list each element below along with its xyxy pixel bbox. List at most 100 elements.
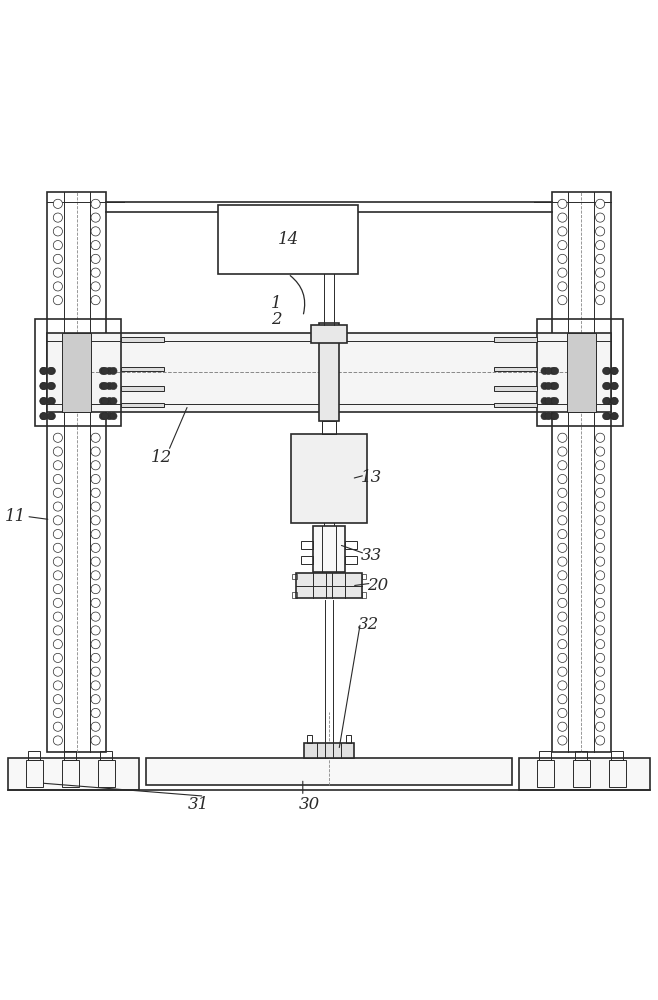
Circle shape	[558, 695, 567, 704]
Circle shape	[91, 681, 100, 690]
Text: 32: 32	[358, 616, 379, 633]
Bar	[540, 751, 551, 760]
Circle shape	[558, 461, 567, 470]
Text: 33: 33	[361, 547, 382, 564]
Circle shape	[53, 543, 63, 552]
Text: 12: 12	[151, 449, 172, 466]
Circle shape	[53, 653, 63, 662]
Circle shape	[47, 397, 54, 405]
Circle shape	[53, 227, 63, 236]
Circle shape	[53, 213, 63, 222]
Circle shape	[106, 382, 113, 390]
Circle shape	[595, 708, 605, 718]
Bar	[63, 333, 91, 412]
Circle shape	[40, 413, 47, 420]
Circle shape	[549, 367, 557, 375]
Circle shape	[595, 516, 605, 525]
Circle shape	[53, 640, 63, 649]
Circle shape	[595, 653, 605, 662]
Circle shape	[91, 543, 100, 552]
Circle shape	[595, 585, 605, 594]
Bar	[296, 573, 362, 598]
Circle shape	[604, 367, 611, 375]
Circle shape	[48, 382, 55, 390]
Circle shape	[53, 474, 63, 484]
Circle shape	[110, 367, 117, 375]
Circle shape	[541, 382, 548, 390]
Text: 30: 30	[299, 796, 320, 813]
Text: 13: 13	[361, 469, 382, 486]
Circle shape	[604, 397, 611, 405]
Circle shape	[91, 447, 100, 456]
Circle shape	[611, 367, 619, 375]
Circle shape	[99, 367, 107, 375]
Circle shape	[595, 695, 605, 704]
Circle shape	[53, 722, 63, 731]
Circle shape	[558, 474, 567, 484]
Circle shape	[91, 695, 100, 704]
Bar	[537, 319, 622, 426]
Circle shape	[558, 213, 567, 222]
Circle shape	[558, 529, 567, 539]
Text: 2: 2	[271, 311, 282, 328]
Bar	[494, 367, 537, 371]
Bar	[292, 574, 297, 579]
Circle shape	[91, 516, 100, 525]
Circle shape	[595, 461, 605, 470]
Circle shape	[558, 681, 567, 690]
Circle shape	[48, 397, 55, 405]
Circle shape	[541, 397, 548, 405]
Circle shape	[53, 516, 63, 525]
Bar	[319, 323, 339, 421]
Circle shape	[40, 382, 47, 390]
Circle shape	[91, 199, 100, 208]
Bar	[121, 337, 164, 342]
Bar	[100, 751, 112, 760]
Circle shape	[91, 722, 100, 731]
Bar	[47, 192, 106, 752]
Circle shape	[53, 282, 63, 291]
Circle shape	[91, 640, 100, 649]
Circle shape	[47, 367, 54, 375]
Circle shape	[53, 626, 63, 635]
Circle shape	[558, 653, 567, 662]
Circle shape	[595, 199, 605, 208]
Circle shape	[541, 413, 548, 420]
Circle shape	[558, 268, 567, 277]
Circle shape	[91, 433, 100, 442]
Circle shape	[558, 241, 567, 250]
Circle shape	[53, 695, 63, 704]
Bar	[494, 386, 537, 391]
Bar	[322, 421, 336, 434]
Circle shape	[558, 571, 567, 580]
Circle shape	[91, 461, 100, 470]
Bar	[62, 760, 79, 787]
Circle shape	[558, 296, 567, 305]
Circle shape	[91, 653, 100, 662]
Circle shape	[48, 367, 55, 375]
Circle shape	[91, 598, 100, 607]
Circle shape	[558, 502, 567, 511]
Circle shape	[611, 367, 618, 375]
Bar	[145, 758, 513, 785]
Circle shape	[595, 667, 605, 676]
Circle shape	[558, 447, 567, 456]
Circle shape	[53, 268, 63, 277]
Circle shape	[558, 722, 567, 731]
Circle shape	[603, 382, 610, 390]
Circle shape	[99, 413, 107, 420]
Circle shape	[603, 367, 610, 375]
Bar	[301, 556, 313, 564]
Bar	[313, 526, 345, 572]
Bar	[345, 735, 351, 743]
Circle shape	[558, 667, 567, 676]
Circle shape	[106, 413, 113, 420]
Circle shape	[558, 543, 567, 552]
Circle shape	[604, 413, 611, 420]
Bar	[218, 205, 359, 274]
Bar	[28, 751, 40, 760]
Text: 20: 20	[368, 577, 389, 594]
Bar	[552, 192, 611, 752]
Bar	[519, 758, 650, 790]
Circle shape	[595, 227, 605, 236]
